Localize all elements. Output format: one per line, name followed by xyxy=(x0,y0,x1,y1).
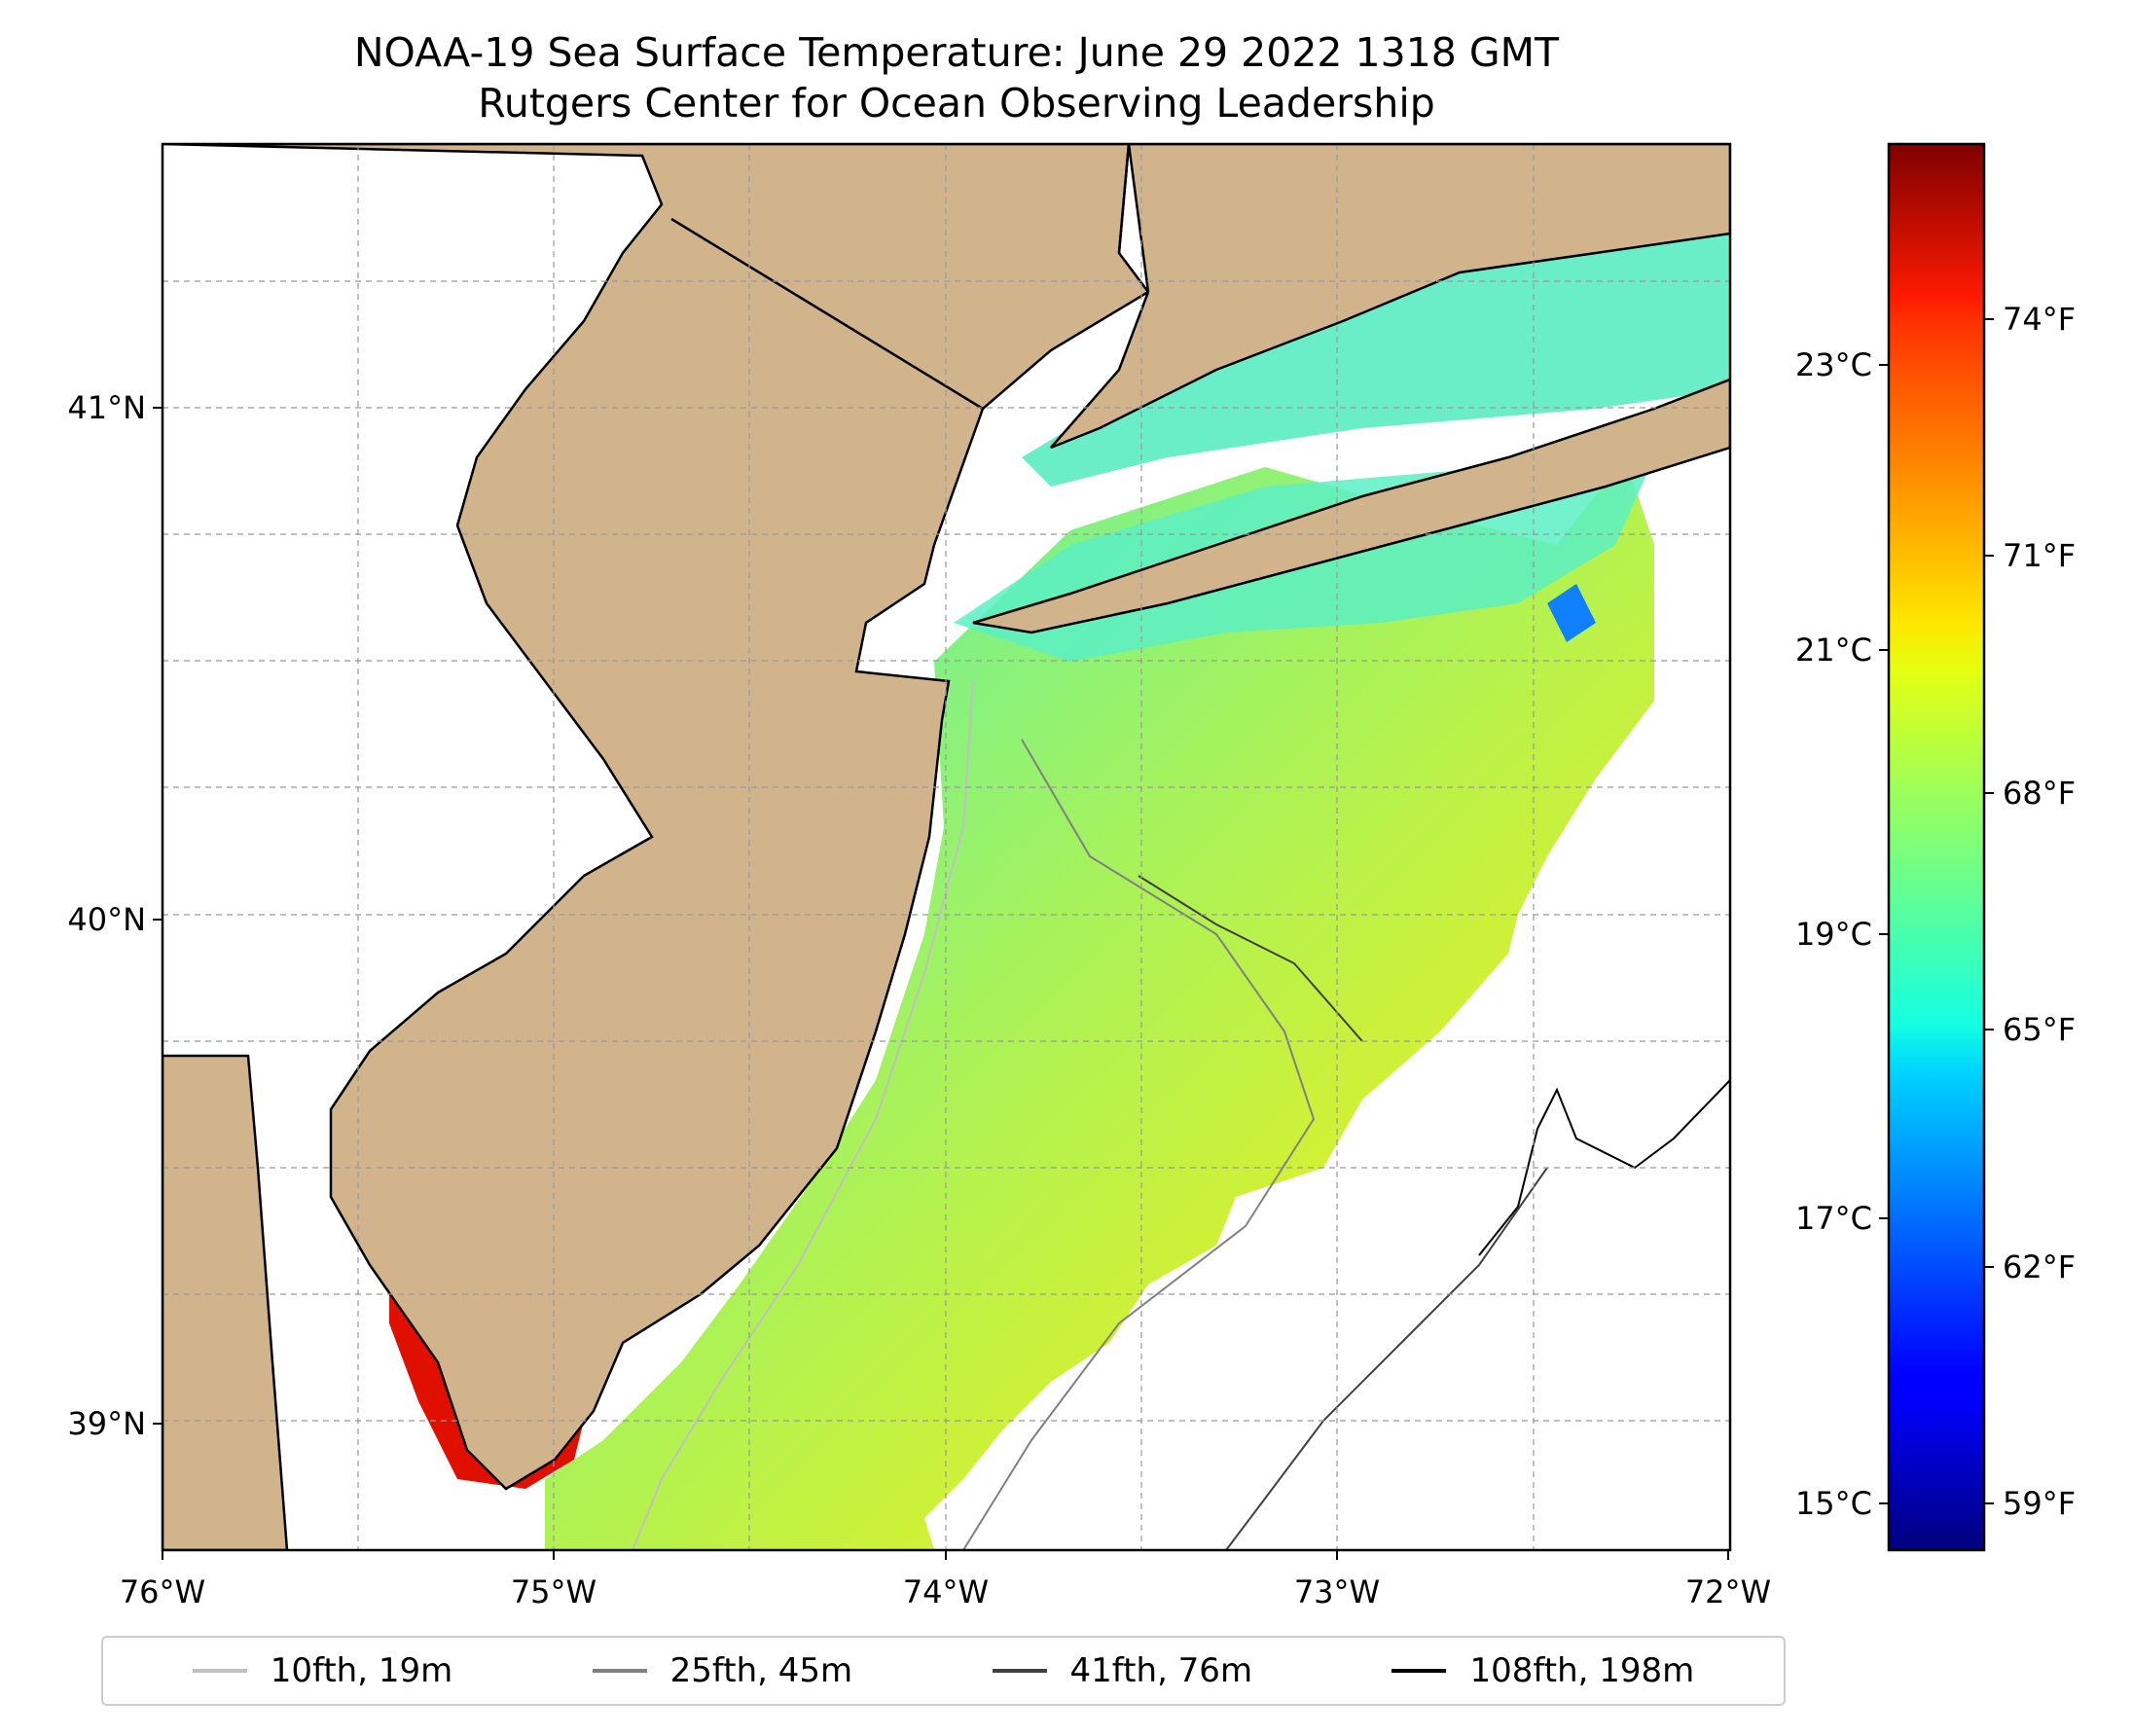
state-boundary xyxy=(670,144,1131,411)
legend-label: 25fth, 45m xyxy=(669,1651,853,1690)
x-axis: 76°W 75°W 74°W 73°W 72°W xyxy=(120,1550,1771,1610)
celsius-tick-label: 23°C xyxy=(1795,346,1872,383)
contour-41fth-offshore xyxy=(1225,1167,1548,1550)
contour-10fth xyxy=(632,680,974,1550)
y-tick-label: 40°N xyxy=(67,901,146,938)
land-delaware xyxy=(163,1054,289,1550)
fahrenheit-tick-label: 62°F xyxy=(2003,1248,2076,1285)
celsius-tick-label: 21°C xyxy=(1795,632,1872,669)
legend-swatch xyxy=(992,1669,1047,1673)
fahrenheit-tick-label: 74°F xyxy=(2003,301,2076,338)
legend-label: 108fth, 198m xyxy=(1469,1651,1695,1690)
fahrenheit-tick-label: 59°F xyxy=(2003,1485,2076,1522)
celsius-tick-label: 15°C xyxy=(1795,1485,1872,1522)
fahrenheit-tick-label: 65°F xyxy=(2003,1011,2076,1048)
y-tick-label: 39°N xyxy=(67,1405,146,1442)
x-tick-label: 72°W xyxy=(1685,1573,1771,1610)
x-tick-label: 73°W xyxy=(1294,1573,1380,1610)
legend-swatch xyxy=(1391,1669,1447,1673)
legend-swatch xyxy=(192,1669,247,1673)
contour-41fth xyxy=(1138,875,1363,1042)
celsius-tick-label: 17°C xyxy=(1795,1200,1872,1237)
contour-108fth xyxy=(1478,1079,1730,1256)
x-tick-label: 74°W xyxy=(903,1573,989,1610)
gridlines xyxy=(163,144,1730,1550)
map-title: NOAA-19 Sea Surface Temperature: June 29… xyxy=(353,29,1560,76)
colorbar xyxy=(1887,142,1986,1552)
legend-swatch xyxy=(592,1669,647,1673)
legend-label: 41fth, 76m xyxy=(1069,1651,1253,1690)
land-connecticut xyxy=(1050,144,1730,450)
legend-item-41fth: 41fth, 76m xyxy=(992,1651,1253,1690)
celsius-tick-label: 19°C xyxy=(1795,916,1872,953)
colorbar-celsius-axis: 23°C 21°C 19°C 17°C 15°C xyxy=(1795,346,1889,1522)
legend-label: 10fth, 19m xyxy=(270,1651,453,1690)
y-axis: 41°N 40°N 39°N xyxy=(67,389,163,1442)
legend-item-25fth: 25fth, 45m xyxy=(592,1651,853,1690)
y-tick-label: 41°N xyxy=(67,389,146,426)
long-island-sound-data xyxy=(1022,234,1730,487)
x-tick-label: 76°W xyxy=(120,1573,205,1610)
sst-data-field xyxy=(545,457,1654,1550)
land-long-island xyxy=(972,378,1730,634)
contour-legend: 10fth, 19m 25fth, 45m 41fth, 76m 108fth,… xyxy=(101,1636,1786,1706)
legend-item-10fth: 10fth, 19m xyxy=(192,1651,453,1690)
map-subtitle: Rutgers Center for Ocean Observing Leade… xyxy=(478,80,1435,127)
contour-25fth xyxy=(962,739,1316,1550)
colorbar-fahrenheit-axis: 74°F 71°F 68°F 65°F 62°F 59°F xyxy=(1984,301,2076,1522)
sst-cold-patch xyxy=(1547,584,1596,642)
fahrenheit-tick-label: 68°F xyxy=(2003,775,2076,812)
fahrenheit-tick-label: 71°F xyxy=(2003,537,2076,574)
land-mainland xyxy=(163,144,1150,1491)
x-tick-label: 75°W xyxy=(511,1573,596,1610)
legend-item-108fth: 108fth, 198m xyxy=(1391,1651,1694,1690)
